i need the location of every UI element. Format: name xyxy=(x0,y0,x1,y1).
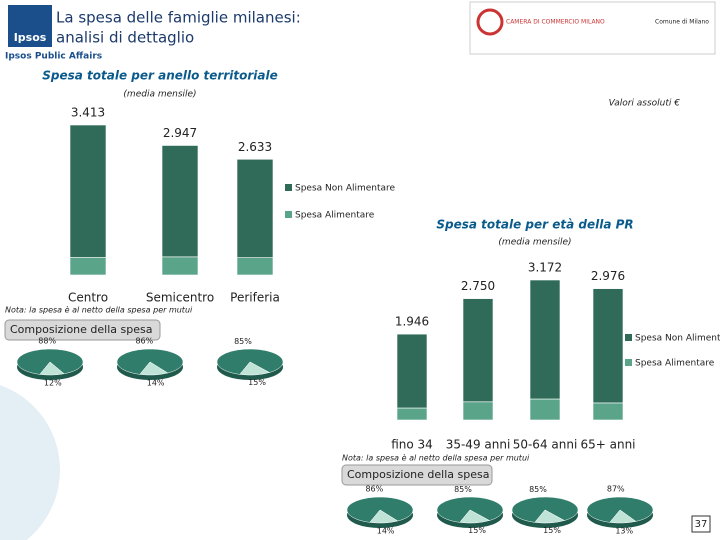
bar-segment xyxy=(529,398,561,421)
chart-title: Spesa totale per anello territoriale xyxy=(42,69,277,83)
chart-subtitle: (media mensile) xyxy=(123,90,196,100)
pie-label: 12% xyxy=(44,378,62,387)
x-tick-label: Semicentro xyxy=(146,291,214,305)
ipsos-logo xyxy=(8,5,52,47)
footnote: Nota: la spesa è al netto della spesa pe… xyxy=(342,453,530,463)
chart-subtitle: (media mensile) xyxy=(498,238,571,248)
pie-slice xyxy=(436,496,504,523)
legend-label: Spesa Non Alimentare xyxy=(295,184,396,194)
x-tick-label: fino 34 xyxy=(391,438,433,452)
pie-slice xyxy=(459,509,491,524)
title-line: La spesa delle famiglie milanesi: xyxy=(56,9,301,27)
title-box xyxy=(4,319,161,341)
x-tick-label: 65+ anni xyxy=(580,438,635,452)
page-box xyxy=(691,515,711,533)
bar-segment xyxy=(592,288,624,404)
brand: Ipsos xyxy=(14,31,47,44)
pie-label: 87% xyxy=(607,485,625,494)
total-label: 2.976 xyxy=(591,269,625,283)
bar-segment xyxy=(236,158,274,258)
logo-text: Comune di Milano xyxy=(655,19,709,26)
bar-segment xyxy=(161,145,199,258)
page-number: 37 xyxy=(695,519,708,530)
legend-label: Spesa Non Alimentare xyxy=(635,334,720,344)
x-tick-label: Centro xyxy=(68,291,108,305)
bar-segment xyxy=(396,407,428,421)
pie-label: 15% xyxy=(468,526,486,535)
pie-label: 85% xyxy=(454,485,472,494)
bar-segment xyxy=(236,257,274,276)
pie-label: 85% xyxy=(529,485,547,494)
pie-label: 88% xyxy=(38,337,56,346)
total-label: 3.172 xyxy=(528,261,562,275)
bar-segment xyxy=(69,124,107,258)
total-label: 3.413 xyxy=(71,106,105,120)
total-label: 2.750 xyxy=(461,279,495,293)
legend-label: Spesa Alimentare xyxy=(635,359,715,369)
note: Valori assoluti € xyxy=(609,99,681,109)
x-tick-label: 35-49 anni xyxy=(446,438,511,452)
total-label: 2.633 xyxy=(238,140,272,154)
pie-label: 14% xyxy=(377,526,395,535)
legend-label: Spesa Alimentare xyxy=(295,211,375,221)
bar-segment xyxy=(396,333,428,409)
pie-label: 15% xyxy=(543,526,561,535)
chart-title: Spesa totale per età della PR xyxy=(436,218,633,232)
bar-segment xyxy=(592,402,624,421)
total-label: 1.946 xyxy=(395,315,429,329)
pie-slice xyxy=(609,509,637,524)
pie-label: 15% xyxy=(248,378,266,387)
x-tick-label: Periferia xyxy=(230,291,280,305)
pie-title: Composizione della spesa xyxy=(347,468,489,481)
pie-slice xyxy=(239,361,271,376)
footnote: Nota: la spesa è al netto della spesa pe… xyxy=(5,305,193,315)
legend-swatch xyxy=(625,334,632,341)
sub-brand: Ipsos Public Affairs xyxy=(5,52,102,62)
pie-slice xyxy=(346,496,414,523)
legend-swatch xyxy=(285,184,292,191)
legend-swatch xyxy=(625,359,632,366)
bar-segment xyxy=(462,298,494,403)
pie-slice xyxy=(511,496,579,523)
pie-label: 85% xyxy=(234,337,252,346)
pie-label: 86% xyxy=(365,485,383,494)
pie-label: 14% xyxy=(147,378,165,387)
pie-slice xyxy=(534,509,566,524)
pie-title: Composizione della spesa xyxy=(10,323,152,336)
logo-box xyxy=(469,1,716,55)
x-tick-label: 50-64 anni xyxy=(513,438,578,452)
logo-icon xyxy=(476,8,504,36)
bar-segment xyxy=(462,401,494,421)
bar-segment xyxy=(161,256,199,276)
logo-text: CAMERA DI COMMERCIO MILANO xyxy=(506,19,605,26)
pie-slice xyxy=(216,348,284,375)
legend-swatch xyxy=(285,211,292,218)
pie-slice xyxy=(116,348,184,375)
bar-segment xyxy=(69,257,107,276)
pie-label: 13% xyxy=(615,526,633,535)
pie-slice xyxy=(369,509,399,524)
title-line: analisi di dettaglio xyxy=(56,29,194,47)
bar-segment xyxy=(529,279,561,400)
decoration xyxy=(0,385,60,540)
title-box xyxy=(341,464,493,486)
pie-label: 86% xyxy=(135,337,153,346)
total-label: 2.947 xyxy=(163,126,197,140)
pie-slice xyxy=(139,361,169,376)
pie-slice xyxy=(39,361,65,376)
